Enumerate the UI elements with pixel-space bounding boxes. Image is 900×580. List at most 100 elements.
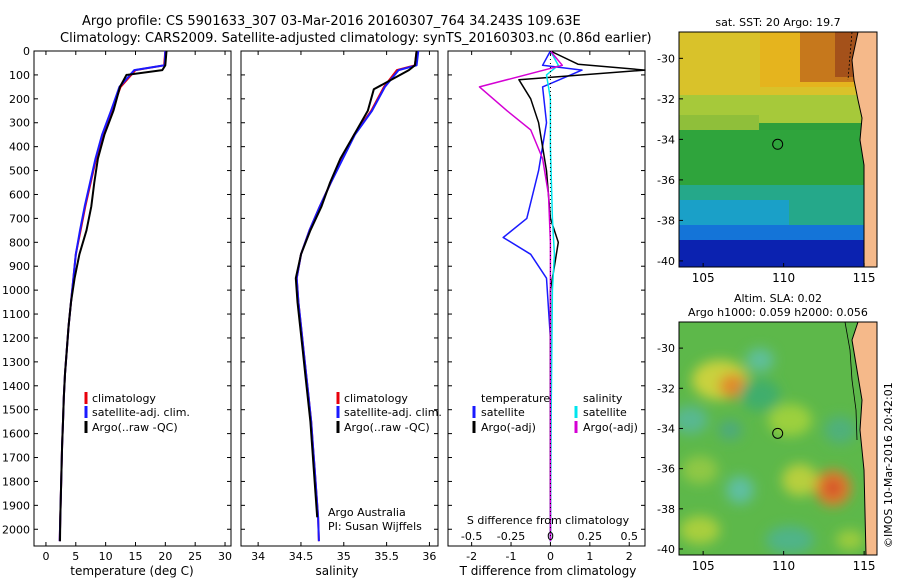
y-tick-label: 200 [9,93,30,106]
map-y-tick-label: -32 [657,93,675,106]
sst-darkblue-band [679,240,877,267]
map-y-tick-label: -38 [657,214,675,227]
temperature-plot-frame [33,50,232,547]
x-tick-label: 25 [188,550,202,563]
difference-legend: temperature salinity satellite Argo(-adj… [472,392,638,434]
sst-green-band [679,130,877,190]
x-tick-label: 5 [72,550,79,563]
x-tick-label: -1 [506,550,517,563]
legend-label-argo: Argo(..raw -QC) [92,421,178,434]
sla-field [679,348,864,554]
map-y-tick-label: -34 [657,133,675,146]
sla-contour [844,322,858,441]
y-tick-label: 1800 [2,475,30,488]
salinity-legend: climatology satellite-adj. clim. Argo(..… [328,392,442,533]
salinity-plot-frame [240,50,439,547]
y-tick-label: 1100 [2,308,30,321]
sst-map-frame [678,31,878,268]
y-tick-label: 1600 [2,428,30,441]
legend-label-temp-satellite: satellite [481,406,525,419]
y-tick-label: 400 [9,141,30,154]
y-tick-label: 900 [9,260,30,273]
sla-map: Altim. SLA: 0.02 Argo h1000: 0.059 h2000… [657,292,878,573]
x-tick-label: 0 [547,550,554,563]
temperature-xlabel: temperature (deg C) [70,564,193,578]
legend-title-temperature: temperature [481,392,550,405]
temperature-panel: 0 5 10 15 20 25 300100200300400500600700800900… [2,45,232,563]
y-tick-label: 600 [9,188,30,201]
legend-label-climatology: climatology [344,392,408,405]
map-x-tick-label: 110 [772,559,795,573]
legend-label-sal-satellite: satellite [583,406,627,419]
difference-panel: -2 -1 0 1 2 -0.5 -0.25 0 0.25 0.5 [448,50,646,563]
y-tick-label: 0 [23,45,30,58]
legend-title-salinity: salinity [583,392,623,405]
s-tick-label: -0.5 [461,530,482,543]
y-tick-label: 1900 [2,499,30,512]
s-tick-label: 0.5 [620,530,638,543]
legend-label-climatology: climatology [92,392,156,405]
sla-map-frame [678,321,878,556]
legend-label-satellite: satellite-adj. clim. [344,406,442,419]
series-line-argo-raw-qc- [294,50,418,518]
y-tick-label: 700 [9,212,30,225]
sst-map-title: sat. SST: 20 Argo: 19.7 [715,16,840,29]
s-tick-label: 0.25 [578,530,603,543]
map-y-tick-label: -32 [657,382,675,395]
y-tick-label: 100 [9,69,30,82]
sst-map: sat. SST: 20 Argo: 19.7 105 110 115 -30 -32 -… [657,16,878,285]
legend-label-temp-argo: Argo(-adj) [481,421,536,434]
map-y-tick-label: -36 [657,463,675,476]
x-tick-label: 20 [158,550,172,563]
x-tick-label: 30 [218,550,232,563]
map-x-tick-label: 115 [853,271,876,285]
annotation-line-2: PI: Susan Wijffels [328,520,422,533]
map-y-tick-label: -34 [657,422,675,435]
x-tick-label: -2 [466,550,477,563]
y-tick-label: 500 [9,165,30,178]
sst-shelf-line [847,32,853,81]
y-tick-label: 1700 [2,452,30,465]
difference-plot-frame [447,50,646,547]
x-tick-label: 2 [626,550,633,563]
series-line-temperature-argo-adj- [518,50,646,542]
y-tick-label: 300 [9,117,30,130]
salinity-panel: 34 34.5 35 35.5 36 [241,50,438,563]
x-tick-label: 15 [128,550,142,563]
series-line-argo-raw-qc- [59,50,168,542]
map-y-tick-label: -40 [657,543,675,556]
series-line-salinity-argo-adj- [478,50,564,542]
x-tick-label: 36 [422,550,436,563]
x-tick-label: 35 [337,550,351,563]
argo-location-marker [772,138,784,150]
sst-land [851,32,877,267]
salinity-xlabel: salinity [315,564,358,578]
map-y-tick-label: -36 [657,174,675,187]
sla-land [851,322,877,555]
difference-xlabel: T difference from climatology [459,564,637,578]
series-line-temperature-satellite [502,50,583,542]
header-line-2: Climatology: CARS2009. Satellite-adjuste… [60,31,652,46]
series-line-climatology [58,50,167,542]
argo-location-marker [772,427,784,439]
legend-label-satellite: satellite-adj. clim. [92,406,190,419]
map-x-tick-label: 105 [692,271,715,285]
sla-map-title: Altim. SLA: 0.02 [734,292,822,305]
series-line-satellite-adj-clim- [58,50,167,542]
y-tick-label: 1000 [2,284,30,297]
x-tick-label: 0 [42,550,49,563]
copyright-text: ©IMOS 10-Mar-2016 20:42:01 [882,382,895,548]
x-tick-label: 34 [251,550,265,563]
map-y-tick-label: -40 [657,255,675,268]
y-tick-label: 1400 [2,380,30,393]
series-line-satellite-adj-clim- [295,50,420,542]
sla-map-subtitle: Argo h1000: 0.059 h2000: 0.056 [688,306,868,319]
map-y-tick-label: -30 [657,52,675,65]
y-tick-label: 1500 [2,404,30,417]
map-y-tick-label: -30 [657,342,675,355]
x-tick-label: 34.5 [289,550,314,563]
map-x-tick-label: 115 [853,559,876,573]
y-tick-label: 1300 [2,356,30,369]
annotation-line-1: Argo Australia [328,506,406,519]
